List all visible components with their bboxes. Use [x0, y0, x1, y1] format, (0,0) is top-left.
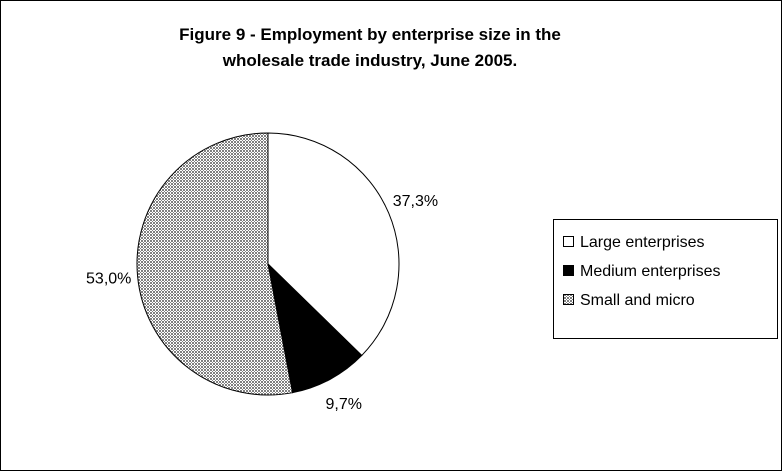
legend-label: Large enterprises: [580, 234, 705, 251]
pie-slice: [267, 132, 400, 357]
legend-swatch: [563, 236, 574, 247]
legend-swatch: [563, 265, 574, 276]
pie-slice: [136, 132, 294, 396]
legend-swatch: [563, 294, 574, 305]
legend-label: Small and micro: [580, 292, 695, 309]
pie-slice: [267, 262, 363, 394]
data-label: 37,3%: [393, 193, 438, 210]
chart-title: Figure 9 - Employment by enterprise size…: [179, 25, 561, 70]
legend-label: Medium enterprises: [580, 263, 721, 280]
legend-box: [553, 219, 778, 339]
data-label: 53,0%: [86, 270, 131, 287]
data-label: 9,7%: [326, 396, 362, 413]
